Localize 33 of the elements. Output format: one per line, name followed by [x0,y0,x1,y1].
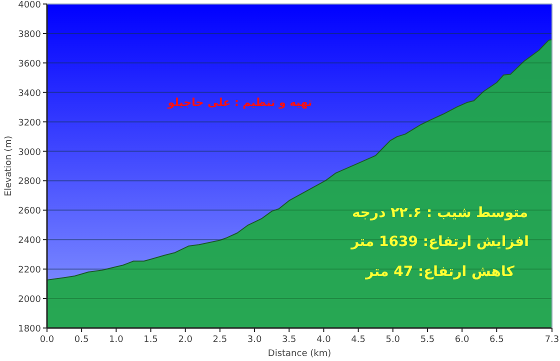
annotation: کاهش ارتفاع: 47 متر [364,264,516,280]
y-tick-label: 2000 [18,295,42,306]
y-tick-label: 3600 [18,59,42,70]
y-axis-title: Elevation (m) [4,136,14,196]
y-tick-label: 3400 [18,88,42,99]
y-tick-label: 1800 [18,324,42,334]
x-tick-label: 7.3 [544,335,560,345]
x-tick-label: 1.5 [144,335,158,345]
x-tick-label: 3.0 [247,335,262,345]
x-tick-label: 2.0 [178,335,193,345]
x-axis-title: Distance (km) [268,349,332,359]
x-tick-label: 0.0 [40,335,54,345]
y-tick-label: 2600 [18,206,42,217]
x-tick-label: 5.0 [386,335,400,345]
y-tick-label: 3000 [18,148,42,158]
x-tick-label: 2.5 [212,335,228,345]
x-tick-label: 1.0 [109,335,124,345]
annotation: تهیه و تنظیم : علی حاجیلو [166,96,312,109]
x-tick-label: 0.5 [74,335,89,345]
y-tick-label: 2200 [18,266,42,276]
x-tick-label: 3.5 [282,335,296,345]
x-tick-label: 6.5 [489,335,504,345]
y-tick-label: 3800 [18,30,42,40]
annotation: افزایش ارتفاع: 1639 متر [350,234,529,250]
x-tick-label: 5.5 [420,335,435,345]
annotation: متوسط شیب : ۲۲.۶ درجه [352,205,528,221]
y-tick-label: 2400 [18,236,42,246]
y-tick-label: 4000 [18,0,42,10]
y-tick-label: 2800 [18,177,42,188]
x-tick-label: 4.5 [351,335,366,345]
y-tick-label: 3200 [18,118,42,128]
x-tick-label: 6.0 [454,335,470,345]
x-tick-label: 4.0 [316,335,332,345]
